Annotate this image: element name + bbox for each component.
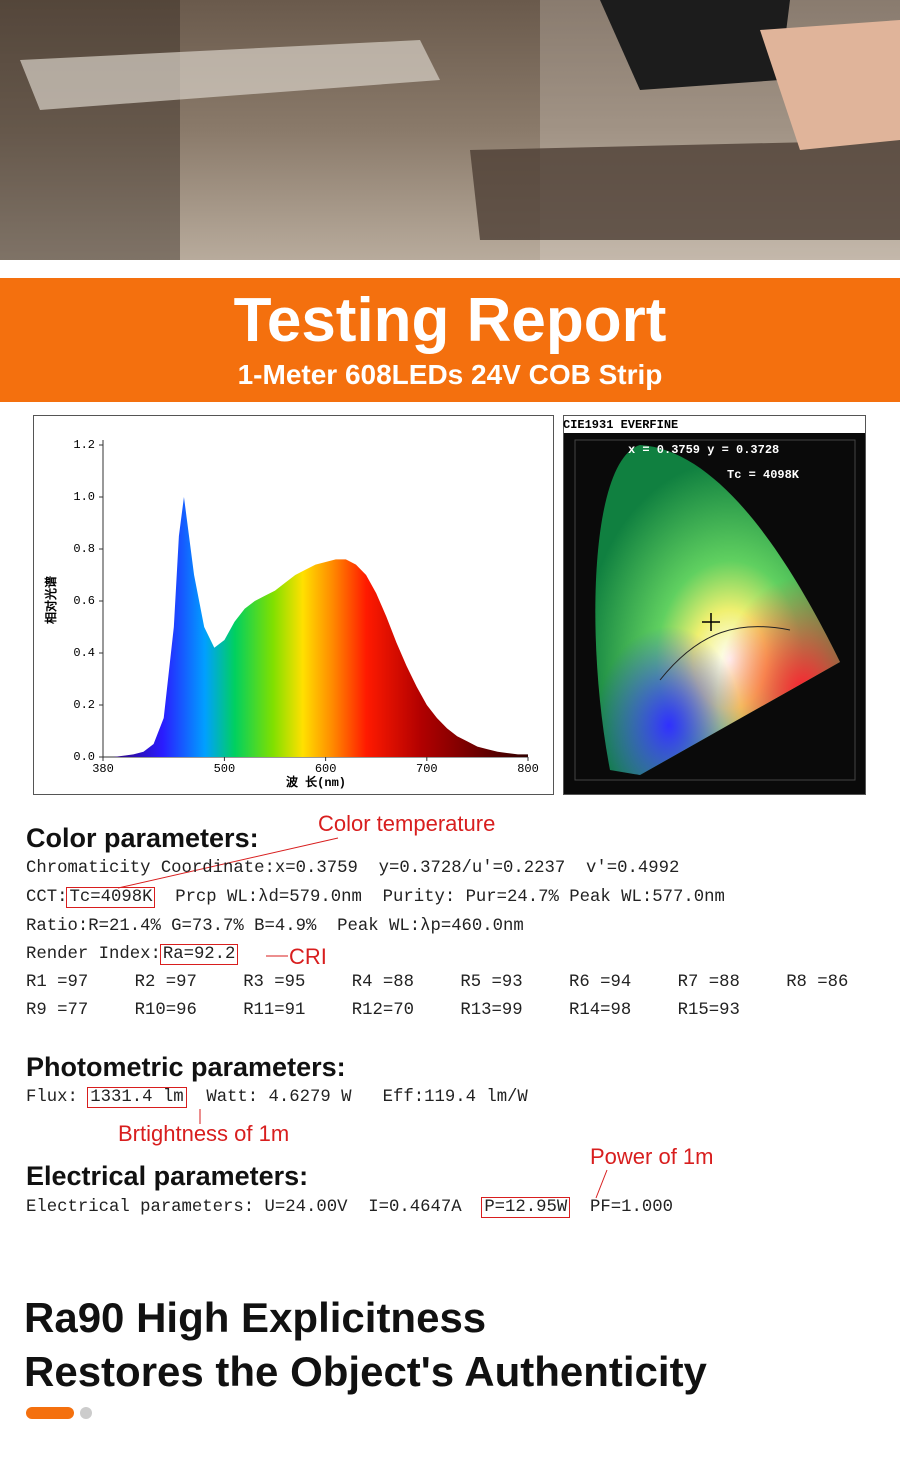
r-value: R5 =93 (460, 973, 523, 992)
r-value: R6 =94 (569, 973, 632, 992)
pager-active (26, 1407, 74, 1419)
annotation: Power of 1m (590, 1144, 714, 1169)
cie-header-bar (564, 416, 865, 433)
param-line: Chromaticity Coordinate:x=0.3759 y=0.372… (26, 859, 680, 878)
r-value: R13=99 (460, 1001, 523, 1020)
banner (0, 278, 900, 402)
section-heading: Color parameters: (26, 823, 259, 853)
r-value: R1 =97 (26, 973, 89, 992)
connector (117, 837, 339, 889)
y-tick-label: 0.2 (73, 698, 95, 712)
banner-subtitle: 1-Meter 608LEDs 24V COB Strip (237, 359, 663, 390)
annotation: CRI (289, 944, 327, 969)
r-value: R10=96 (134, 1001, 197, 1020)
cie-header: CIE1931 EVERFINE (563, 418, 678, 432)
r-value: R12=70 (351, 1001, 415, 1020)
r-value: R2 =97 (134, 973, 197, 992)
cie-grid (574, 439, 856, 781)
highlight: P=12.95W (481, 1197, 571, 1218)
y-tick-label: 1.2 (73, 438, 95, 452)
cie-blue (595, 445, 840, 775)
headline: Restores the Object's Authenticity (24, 1348, 707, 1395)
remote (600, 0, 790, 90)
label: Render Index: (26, 945, 161, 964)
x-tick-label: 800 (517, 762, 539, 776)
spectrum-area (103, 497, 528, 757)
table (20, 40, 440, 110)
cie-coords: x = 0.3759 y = 0.3728 (628, 443, 779, 457)
label: Flux: (26, 1088, 89, 1107)
r-value: R7 =88 (677, 973, 740, 992)
y-tick-label: 1.0 (73, 490, 95, 504)
label: Electrical parameters: U=24.00V I=0.4647… (26, 1198, 483, 1217)
param-line: Render Index: Ra=92.2 (26, 944, 239, 966)
param-line: Flux: 1331.4 lm Watt: 4.6279 W Eff:119.4… (26, 1087, 528, 1109)
text: PF=1.000 (569, 1198, 673, 1217)
annotation: Color temperature (318, 811, 496, 836)
connector (595, 1169, 608, 1199)
highlight: Ra=92.2 (159, 944, 239, 965)
x-tick-label: 700 (416, 762, 438, 776)
r-value: R8 =86 (786, 973, 849, 992)
sofa (470, 140, 900, 240)
planckian-locus (659, 626, 791, 681)
param-line: CCT: Tc=4098K Prcp WL:λd=579.0nm Purity: … (26, 887, 725, 909)
y-tick-label: 0.6 (73, 594, 95, 608)
y-axis-label: 相对光谱 (43, 576, 59, 624)
y-tick-label: 0.0 (73, 750, 95, 764)
headline: Ra90 High Explicitness (24, 1294, 487, 1341)
y-tick-label: 0.4 (73, 646, 95, 660)
x-tick-label: 500 (214, 762, 236, 776)
pager-dot (80, 1407, 92, 1419)
text: Prcp WL:λd=579.0nm Purity: Pur=24.7% Pea… (154, 888, 725, 907)
cie-marker (702, 613, 720, 631)
text: Watt: 4.6279 W Eff:119.4 lm/W (185, 1088, 528, 1107)
annotation: Brtightness of 1m (118, 1121, 290, 1146)
x-axis-label: 波 长(nm) (286, 774, 346, 790)
param-line: Ratio:R=21.4% G=73.7% B=4.9% Peak WL:λp=… (26, 917, 524, 936)
label: CCT: (26, 888, 68, 907)
param-line: Electrical parameters: U=24.00V I=0.4647… (26, 1197, 673, 1219)
x-tick-label: 380 (92, 762, 114, 776)
banner-title: Testing Report (233, 286, 667, 355)
hand (760, 20, 900, 150)
r-value: R3 =95 (243, 973, 306, 992)
cie-tc: Tc = 4098K (727, 468, 800, 482)
x-tick-label: 600 (315, 762, 337, 776)
section-heading: Electrical parameters: (26, 1161, 309, 1191)
highlight: Tc=4098K (66, 887, 156, 908)
section-heading: Photometric parameters: (26, 1052, 346, 1082)
r-value: R14=98 (569, 1001, 632, 1020)
r-value: R11=91 (243, 1001, 306, 1020)
r-value: R4 =88 (351, 973, 415, 992)
r-value: R15=93 (677, 1001, 740, 1020)
highlight: 1331.4 lm (87, 1087, 187, 1108)
y-tick-label: 0.8 (73, 542, 95, 556)
r-value: R9 =77 (26, 1001, 89, 1020)
photo-shade (0, 0, 180, 260)
